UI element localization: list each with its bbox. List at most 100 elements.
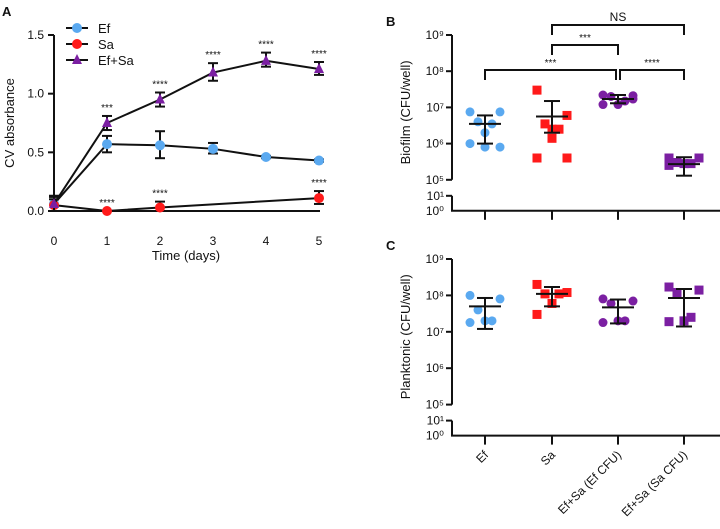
a-data-point (314, 155, 324, 166)
c-data-point (487, 316, 497, 326)
c-data-point (672, 288, 682, 298)
a-data-point (261, 54, 271, 65)
a-series-line-Sa (53, 197, 320, 213)
c-x-tick-label: Ef+Sa (Sa CFU) (619, 448, 690, 519)
legend-marker (72, 54, 82, 64)
a-significance-label: **** (311, 49, 327, 60)
c-data-point (664, 317, 674, 327)
b-comparison-bracket (551, 44, 619, 55)
b-comparison-label: **** (644, 58, 660, 69)
b-y-tick-label: 10⁶ (426, 137, 444, 151)
b-y-tick-label: 10⁸ (426, 64, 444, 78)
a-significance-label: **** (152, 79, 168, 90)
c-y-tick-label: 10⁶ (426, 361, 444, 375)
b-comparison-bracket (619, 69, 685, 80)
b-data-point (495, 142, 505, 152)
c-y-axis-title: Planktonic (CFU/well) (398, 274, 413, 399)
c-y-tick-label: 10⁵ (426, 398, 444, 412)
a-significance-label: **** (152, 189, 168, 200)
a-series-line-Ef (53, 143, 320, 205)
b-data-point (495, 107, 505, 117)
a-y-tick-label: 1.5 (27, 28, 44, 42)
legend-label-Sa: Sa (98, 37, 115, 52)
c-data-point (694, 285, 704, 295)
c-data-point (562, 288, 572, 298)
a-x-tick-label: 5 (316, 234, 323, 248)
a-data-point (155, 140, 165, 151)
a-data-point (49, 197, 59, 208)
a-significance-label: **** (311, 178, 327, 189)
b-comparison-bracket (551, 24, 685, 35)
b-data-point (540, 119, 550, 129)
a-data-point (155, 93, 165, 104)
b-data-point (465, 139, 475, 149)
a-data-point (208, 66, 218, 77)
b-data-point (562, 153, 572, 163)
a-significance-label: *** (101, 103, 113, 114)
b-data-point (664, 160, 674, 170)
b-y-tick-label: 10⁷ (426, 100, 444, 114)
c-data-point (532, 279, 542, 289)
c-data-point (532, 309, 542, 319)
a-series-line-Ef+Sa (53, 59, 320, 205)
a-x-tick-label: 4 (263, 234, 270, 248)
c-data-point (628, 296, 638, 306)
b-comparison-label: *** (579, 33, 591, 44)
a-significance-label: **** (99, 198, 115, 209)
a-significance-label: **** (258, 40, 274, 51)
b-comparison-label: *** (545, 58, 557, 69)
b-data-point (532, 153, 542, 163)
b-y-tick-label: 10¹ (427, 189, 444, 203)
b-comparison-bracket (484, 69, 617, 80)
a-data-point (102, 117, 112, 127)
a-x-tick-label: 3 (210, 234, 217, 248)
legend-label-Ef: Ef (98, 21, 111, 36)
c-data-point (465, 318, 475, 328)
b-data-point (562, 110, 572, 120)
c-y-tick-label: 10⁸ (426, 288, 444, 302)
a-data-point (314, 63, 324, 74)
c-data-point (598, 294, 608, 304)
a-x-tick-label: 2 (157, 234, 164, 248)
a-x-tick-label: 0 (51, 234, 58, 248)
c-data-point (686, 312, 696, 322)
a-x-tick-label: 1 (104, 234, 111, 248)
c-x-tick-label: Ef+Sa (Ef CFU) (555, 448, 624, 517)
b-data-point (664, 153, 674, 163)
b-data-point (547, 133, 557, 143)
c-y-tick-label: 10⁰ (426, 429, 444, 443)
b-data-point (672, 158, 682, 168)
b-data-point (694, 153, 704, 163)
b-data-point (480, 142, 490, 152)
b-data-point (532, 85, 542, 95)
legend-marker (72, 39, 82, 49)
c-data-point (598, 318, 608, 328)
c-y-tick-label: 10⁷ (426, 325, 444, 339)
c-data-point (606, 298, 616, 308)
a-data-point (208, 143, 218, 154)
legend-label-Ef+Sa: Ef+Sa (98, 53, 135, 68)
b-y-tick-label: 10⁰ (426, 204, 444, 218)
b-y-tick-label: 10⁵ (426, 173, 444, 187)
a-data-point (314, 193, 324, 204)
a-y-tick-label: 0.5 (27, 145, 44, 159)
a-y-axis-title: CV absorbance (2, 78, 17, 168)
panel-label-c: C (386, 238, 396, 253)
b-y-tick-label: 10⁹ (426, 28, 445, 42)
b-data-point (598, 90, 608, 100)
panel-label-a: A (2, 4, 12, 19)
b-data-point (598, 100, 608, 110)
c-x-tick-label: Ef (473, 447, 491, 465)
c-y-tick-label: 10¹ (427, 414, 444, 428)
b-comparison-label: NS (610, 10, 627, 24)
b-y-axis-title: Biofilm (CFU/well) (398, 60, 413, 164)
a-y-tick-label: 1.0 (27, 87, 44, 101)
legend-marker (72, 23, 82, 33)
a-data-point (155, 202, 165, 213)
a-data-point (261, 152, 271, 163)
a-y-tick-label: 0.0 (27, 204, 44, 218)
b-data-point (554, 124, 564, 134)
c-y-tick-label: 10⁹ (426, 252, 445, 266)
c-data-point (664, 282, 674, 292)
